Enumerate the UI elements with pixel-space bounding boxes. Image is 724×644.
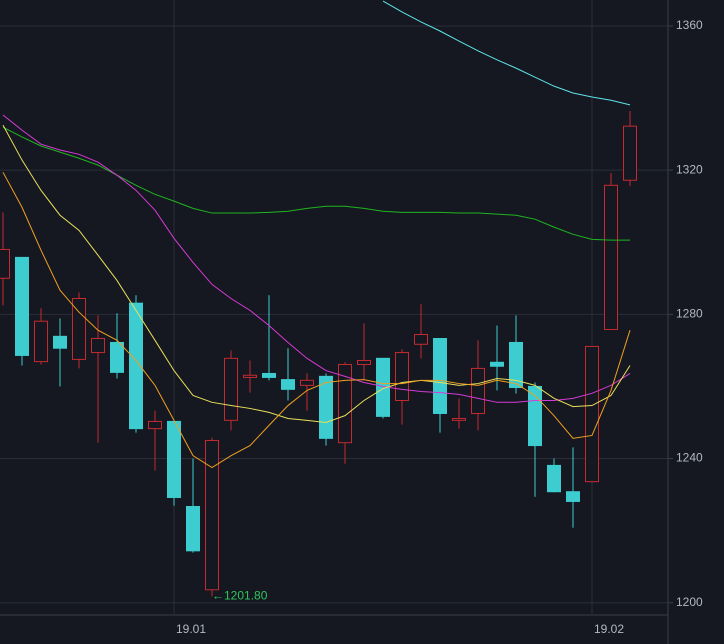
candle-body (471, 367, 485, 414)
candle-body (148, 420, 162, 430)
y-tick-label: 1360 (676, 18, 703, 32)
candle-body (167, 420, 181, 498)
candle-body (110, 341, 124, 373)
candle-body (585, 345, 599, 483)
candle-body (281, 379, 295, 390)
candle-body (53, 335, 67, 349)
candle-body (300, 379, 314, 386)
x-tick-label: 19.02 (594, 622, 624, 636)
candle-body (338, 363, 352, 444)
candle-body (243, 374, 257, 378)
candle-body (509, 341, 523, 389)
candle-body (205, 440, 219, 591)
y-tick-label: 1240 (676, 451, 703, 465)
candle-body (452, 418, 466, 421)
candle-body (433, 338, 447, 414)
candle-body (490, 361, 504, 367)
low-annotation: ←1201.80 (212, 588, 268, 602)
y-tick-label: 1200 (676, 595, 703, 609)
candle-body (72, 297, 86, 360)
candle-body (15, 256, 29, 356)
candle-body (262, 372, 276, 378)
candle-body (186, 505, 200, 552)
moving-average-line (2, 114, 631, 403)
candle-body (623, 125, 637, 181)
candle-body (395, 352, 409, 402)
candle-body (414, 334, 428, 345)
candle-body (34, 320, 48, 363)
candle-body (224, 357, 238, 421)
candle-body (357, 359, 371, 365)
candle-body (604, 184, 618, 330)
candle-body (91, 338, 105, 354)
candle-body (547, 464, 561, 493)
x-tick-label: 19.01 (176, 622, 206, 636)
candle-body (129, 302, 143, 430)
moving-average-line (382, 0, 631, 106)
moving-average-line (2, 124, 631, 424)
candle-body (566, 491, 580, 502)
moving-average-line (2, 172, 631, 469)
y-tick-label: 1320 (676, 162, 703, 176)
candle-body (319, 375, 333, 439)
moving-average-line (2, 126, 630, 241)
y-tick-label: 1280 (676, 307, 703, 321)
candle-body (0, 248, 10, 279)
